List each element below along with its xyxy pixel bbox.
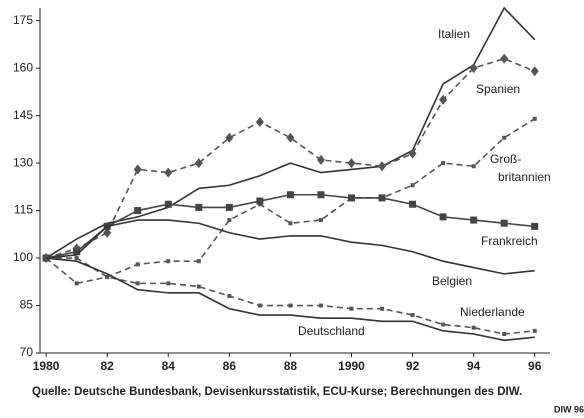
marker xyxy=(74,256,79,261)
series-line xyxy=(46,257,535,342)
marker xyxy=(225,203,233,211)
marker xyxy=(133,164,142,175)
marker xyxy=(288,303,293,308)
marker xyxy=(286,132,295,143)
marker xyxy=(439,213,447,221)
marker xyxy=(286,191,294,199)
series-label: Italien xyxy=(438,27,470,41)
marker xyxy=(409,200,417,208)
marker xyxy=(103,227,112,238)
marker xyxy=(164,167,173,178)
series-label: Niederlande xyxy=(460,305,525,319)
marker xyxy=(380,306,385,311)
marker xyxy=(347,158,356,169)
marker xyxy=(410,313,415,318)
x-tick-label: 82 xyxy=(101,359,115,373)
marker xyxy=(410,183,415,188)
marker xyxy=(532,328,537,333)
marker xyxy=(255,116,264,127)
marker xyxy=(500,53,509,64)
marker xyxy=(135,262,140,267)
marker xyxy=(195,203,203,211)
marker xyxy=(349,306,354,311)
marker xyxy=(531,222,539,230)
marker xyxy=(256,197,264,205)
y-tick-label: 100 xyxy=(13,250,33,264)
marker xyxy=(196,284,201,289)
x-tick-label: 94 xyxy=(467,359,481,373)
marker xyxy=(318,218,323,223)
marker xyxy=(317,191,325,199)
series-line xyxy=(46,219,535,275)
series-label: Belgien xyxy=(432,274,472,288)
marker xyxy=(257,303,262,308)
marker xyxy=(500,219,508,227)
marker xyxy=(441,322,446,327)
marker xyxy=(470,216,478,224)
marker xyxy=(378,161,387,172)
credit: DIW 96 xyxy=(554,404,584,414)
y-tick-label: 115 xyxy=(14,203,33,217)
y-tick-label: 160 xyxy=(13,60,33,74)
marker xyxy=(225,132,234,143)
marker xyxy=(227,218,232,223)
marker xyxy=(105,275,110,280)
x-tick-label: 1980 xyxy=(33,359,60,373)
series-line xyxy=(46,257,535,335)
marker xyxy=(164,200,172,208)
series-label: Groß-britannien xyxy=(490,152,551,184)
y-tick-label: 145 xyxy=(13,108,33,122)
series-line xyxy=(45,118,536,285)
marker xyxy=(318,303,323,308)
x-tick-label: 88 xyxy=(284,359,298,373)
marker xyxy=(194,158,203,169)
y-tick-label: 85 xyxy=(20,298,34,312)
series-line xyxy=(45,193,535,259)
series-line xyxy=(45,57,536,259)
marker xyxy=(196,259,201,264)
series-label: Frankreich xyxy=(481,234,538,248)
source-note: Quelle: Deutsche Bundesbank, Devisenkurs… xyxy=(32,386,522,398)
y-tick-label: 130 xyxy=(13,155,33,169)
marker xyxy=(134,207,142,215)
marker xyxy=(166,259,171,264)
marker xyxy=(166,281,171,286)
x-tick-label: 96 xyxy=(528,359,542,373)
x-tick-label: 84 xyxy=(162,359,176,373)
marker xyxy=(408,148,417,159)
marker xyxy=(316,154,325,165)
marker xyxy=(74,281,79,286)
marker xyxy=(347,194,355,202)
x-tick-label: 1990 xyxy=(338,359,365,373)
marker xyxy=(378,194,386,202)
marker xyxy=(502,135,507,140)
y-tick-label: 175 xyxy=(13,13,33,27)
marker xyxy=(135,281,140,286)
marker xyxy=(471,325,476,330)
y-tick-label: 70 xyxy=(20,345,34,359)
marker xyxy=(532,116,537,121)
series-label: Spanien xyxy=(476,82,520,96)
marker xyxy=(471,164,476,169)
marker xyxy=(73,248,81,256)
x-tick-label: 86 xyxy=(223,359,237,373)
series-line xyxy=(45,6,536,259)
marker xyxy=(439,94,448,105)
marker xyxy=(288,221,293,226)
series-label: Deutschland xyxy=(298,324,365,338)
marker xyxy=(530,66,539,77)
marker xyxy=(502,332,507,337)
marker xyxy=(469,63,478,74)
marker xyxy=(227,294,232,299)
x-tick-label: 92 xyxy=(406,359,420,373)
marker xyxy=(441,161,446,166)
